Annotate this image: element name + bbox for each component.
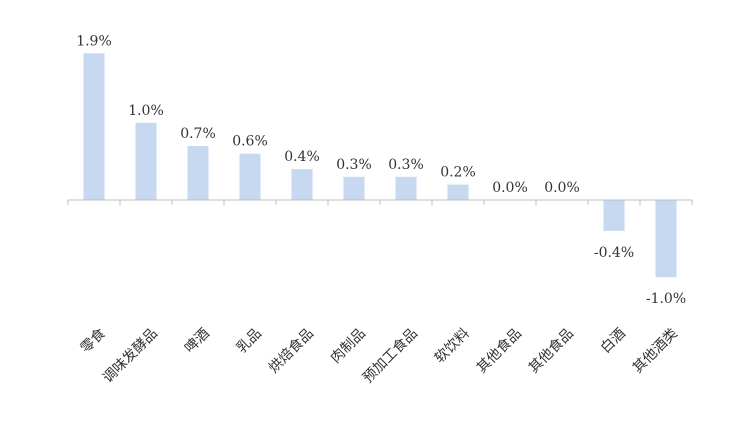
- bar-7: [447, 184, 469, 200]
- category-label-11: 其他酒类: [630, 326, 681, 377]
- category-label-10: 白酒: [598, 326, 629, 357]
- bar-4: [291, 169, 313, 200]
- bar-6: [395, 176, 417, 200]
- category-label-1: 调味发酵品: [100, 326, 161, 387]
- bar-5: [343, 176, 365, 200]
- category-label-4: 烘焙食品: [265, 325, 317, 377]
- category-label-6: 预加工食品: [359, 325, 421, 387]
- value-label-10: -0.4%: [594, 245, 634, 261]
- value-label-9: 0.0%: [544, 180, 580, 196]
- bar-1: [135, 122, 157, 200]
- value-label-2: 0.7%: [180, 126, 216, 142]
- value-label-0: 1.9%: [76, 33, 112, 49]
- bar-10: [603, 200, 625, 231]
- bar-3: [239, 153, 261, 200]
- bar-11: [655, 200, 677, 278]
- category-label-9: 其他食品: [525, 325, 577, 377]
- category-label-0: 零食: [77, 325, 109, 357]
- category-label-5: 肉制品: [328, 326, 369, 367]
- value-label-8: 0.0%: [492, 180, 528, 196]
- bar-0: [83, 53, 105, 200]
- value-label-5: 0.3%: [336, 157, 372, 173]
- value-label-3: 0.6%: [232, 134, 268, 150]
- bar-2: [187, 146, 209, 200]
- value-label-1: 1.0%: [128, 103, 164, 119]
- category-label-3: 乳品: [234, 326, 265, 357]
- category-label-8: 其他食品: [473, 325, 525, 377]
- category-label-7: 软饮料: [432, 326, 473, 367]
- value-label-6: 0.3%: [388, 157, 424, 173]
- value-label-11: -1.0%: [646, 291, 686, 307]
- category-label-2: 啤酒: [182, 326, 213, 357]
- value-label-7: 0.2%: [440, 165, 476, 181]
- value-label-4: 0.4%: [284, 149, 320, 165]
